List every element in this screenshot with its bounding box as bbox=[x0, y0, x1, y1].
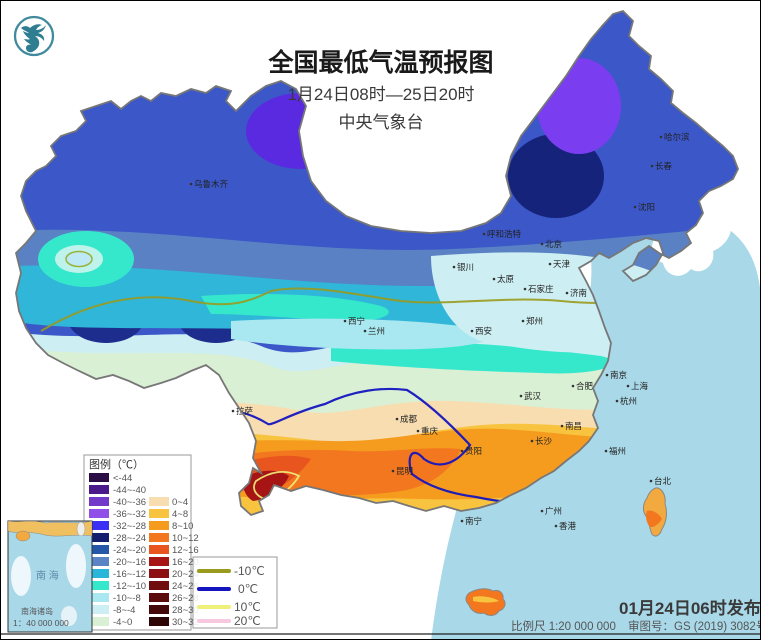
svg-text:昆明: 昆明 bbox=[396, 466, 413, 476]
svg-text:-20~-16: -20~-16 bbox=[113, 557, 146, 568]
svg-text:南 海: 南 海 bbox=[36, 569, 59, 582]
svg-text:石家庄: 石家庄 bbox=[528, 284, 554, 294]
svg-text:银川: 银川 bbox=[457, 262, 474, 272]
svg-text:-44~-40: -44~-40 bbox=[113, 485, 146, 496]
svg-text:-8~-4: -8~-4 bbox=[113, 605, 135, 616]
svg-text:天津: 天津 bbox=[553, 259, 571, 269]
svg-text:<-44: <-44 bbox=[113, 473, 132, 484]
svg-text:0~4: 0~4 bbox=[172, 497, 188, 508]
svg-text:8~10: 8~10 bbox=[172, 521, 193, 532]
svg-text:-40~-36: -40~-36 bbox=[113, 497, 146, 508]
svg-text:-10~-8: -10~-8 bbox=[113, 593, 141, 604]
svg-text:香港: 香港 bbox=[559, 521, 577, 531]
svg-text:-32~-28: -32~-28 bbox=[113, 521, 146, 532]
svg-text:北京: 北京 bbox=[545, 239, 562, 249]
svg-text:合肥: 合肥 bbox=[576, 381, 594, 391]
svg-text:重庆: 重庆 bbox=[421, 426, 439, 436]
svg-text:哈尔滨: 哈尔滨 bbox=[664, 132, 690, 142]
svg-text:01月24日06时发布: 01月24日06时发布 bbox=[619, 598, 761, 618]
svg-text:福州: 福州 bbox=[609, 446, 626, 456]
svg-text:10℃: 10℃ bbox=[234, 600, 261, 614]
svg-text:上海: 上海 bbox=[631, 381, 649, 391]
svg-text:长沙: 长沙 bbox=[535, 436, 553, 446]
svg-text:成都: 成都 bbox=[400, 414, 418, 424]
svg-text:南京: 南京 bbox=[610, 370, 627, 380]
svg-text:乌鲁木齐: 乌鲁木齐 bbox=[194, 179, 229, 189]
svg-text:西宁: 西宁 bbox=[348, 316, 365, 326]
svg-text:台北: 台北 bbox=[654, 476, 672, 486]
svg-text:-28~-24: -28~-24 bbox=[113, 533, 146, 544]
svg-text:-12~-10: -12~-10 bbox=[113, 581, 146, 592]
svg-text:1月24日08时—25日20时: 1月24日08时—25日20时 bbox=[287, 85, 474, 104]
svg-text:比例尺 1:20 000 000: 比例尺 1:20 000 000 bbox=[511, 619, 616, 633]
svg-text:兰州: 兰州 bbox=[368, 326, 385, 336]
svg-text:武汉: 武汉 bbox=[524, 391, 542, 401]
svg-text:1：40 000 000: 1：40 000 000 bbox=[13, 618, 69, 628]
svg-text:-16~-12: -16~-12 bbox=[113, 569, 146, 580]
svg-text:中央气象台: 中央气象台 bbox=[339, 113, 424, 132]
svg-text:-4~0: -4~0 bbox=[113, 617, 132, 628]
svg-text:南昌: 南昌 bbox=[565, 421, 582, 431]
svg-text:西安: 西安 bbox=[475, 326, 492, 336]
svg-text:呼和浩特: 呼和浩特 bbox=[487, 229, 522, 239]
svg-text:10~12: 10~12 bbox=[172, 533, 199, 544]
svg-text:济南: 济南 bbox=[570, 288, 587, 298]
svg-text:-24~-20: -24~-20 bbox=[113, 545, 146, 556]
svg-text:沈阳: 沈阳 bbox=[638, 202, 655, 212]
svg-text:贵阳: 贵阳 bbox=[465, 446, 482, 456]
svg-text:广州: 广州 bbox=[545, 506, 562, 516]
svg-text:12~16: 12~16 bbox=[172, 545, 199, 556]
svg-text:杭州: 杭州 bbox=[620, 396, 637, 406]
svg-text:长春: 长春 bbox=[655, 161, 673, 171]
svg-text:图例（℃）: 图例（℃） bbox=[89, 457, 144, 471]
svg-text:郑州: 郑州 bbox=[526, 316, 543, 326]
svg-text:南海诸岛: 南海诸岛 bbox=[21, 606, 53, 616]
svg-text:-10℃: -10℃ bbox=[234, 564, 265, 578]
svg-text:0℃: 0℃ bbox=[238, 582, 258, 596]
svg-text:-36~-32: -36~-32 bbox=[113, 509, 146, 520]
svg-text:审图号：GS (2019) 3082号: 审图号：GS (2019) 3082号 bbox=[628, 619, 761, 633]
svg-text:20℃: 20℃ bbox=[234, 614, 261, 628]
svg-text:全国最低气温预报图: 全国最低气温预报图 bbox=[267, 48, 493, 77]
svg-text:太原: 太原 bbox=[497, 274, 514, 284]
svg-text:4~8: 4~8 bbox=[172, 509, 188, 520]
svg-text:南宁: 南宁 bbox=[465, 516, 482, 526]
